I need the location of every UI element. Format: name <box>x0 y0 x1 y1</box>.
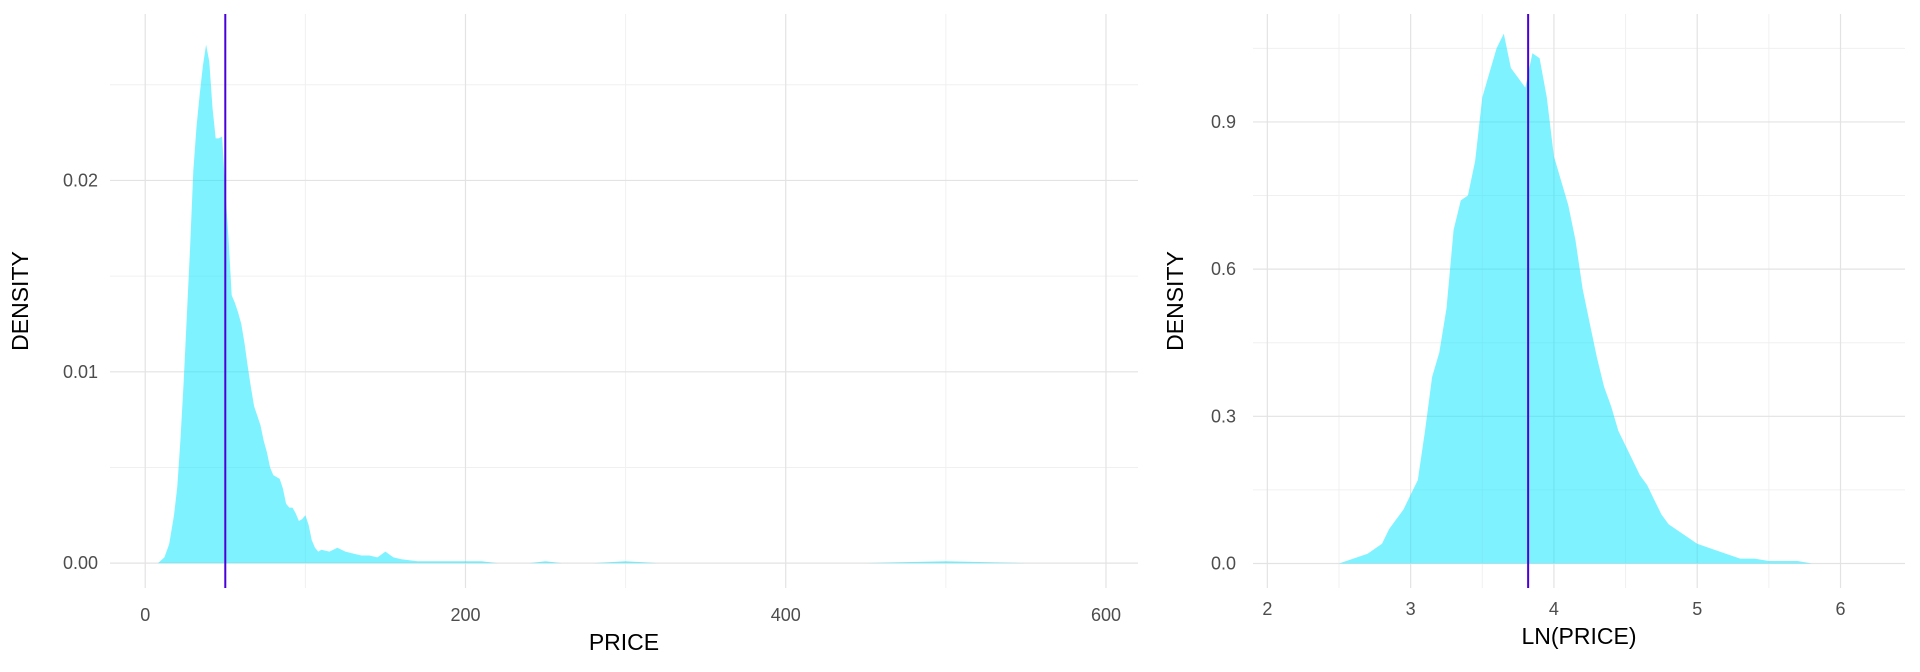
x-tick-label: 6 <box>1836 599 1846 619</box>
x-tick-label: 5 <box>1692 599 1702 619</box>
x-tick-label: 2 <box>1262 599 1272 619</box>
y-tick-label: 0.01 <box>63 362 98 382</box>
y-tick-label: 0.0 <box>1211 553 1236 573</box>
y-tick-label: 0.9 <box>1211 112 1236 132</box>
x-tick-label: 0 <box>140 605 150 625</box>
density-area <box>1338 33 1884 564</box>
y-axis-title: DENSITY <box>1162 251 1188 351</box>
x-axis-title: LN(PRICE) <box>1521 623 1636 649</box>
x-axis-title: PRICE <box>589 629 659 655</box>
chart-panel-1: 0 200 400 600 0.00 0.01 0.02 PRICE DENSITY <box>7 14 1138 655</box>
y-tick-label: 0.6 <box>1211 259 1236 279</box>
y-tick-label: 0.3 <box>1211 406 1236 426</box>
y-tick-label: 0.00 <box>63 553 98 573</box>
density-area <box>158 44 1106 564</box>
x-tick-label: 3 <box>1406 599 1416 619</box>
y-tick-label: 0.02 <box>63 170 98 190</box>
x-tick-label: 400 <box>771 605 801 625</box>
x-tick-label: 4 <box>1549 599 1559 619</box>
x-tick-label: 600 <box>1091 605 1121 625</box>
y-axis-title: DENSITY <box>7 251 33 351</box>
chart-panel-2: 2 3 4 5 6 0.0 0.3 0.6 0.9 LN(PRICE) DENSITY <box>1162 14 1905 649</box>
x-tick-label: 200 <box>450 605 480 625</box>
